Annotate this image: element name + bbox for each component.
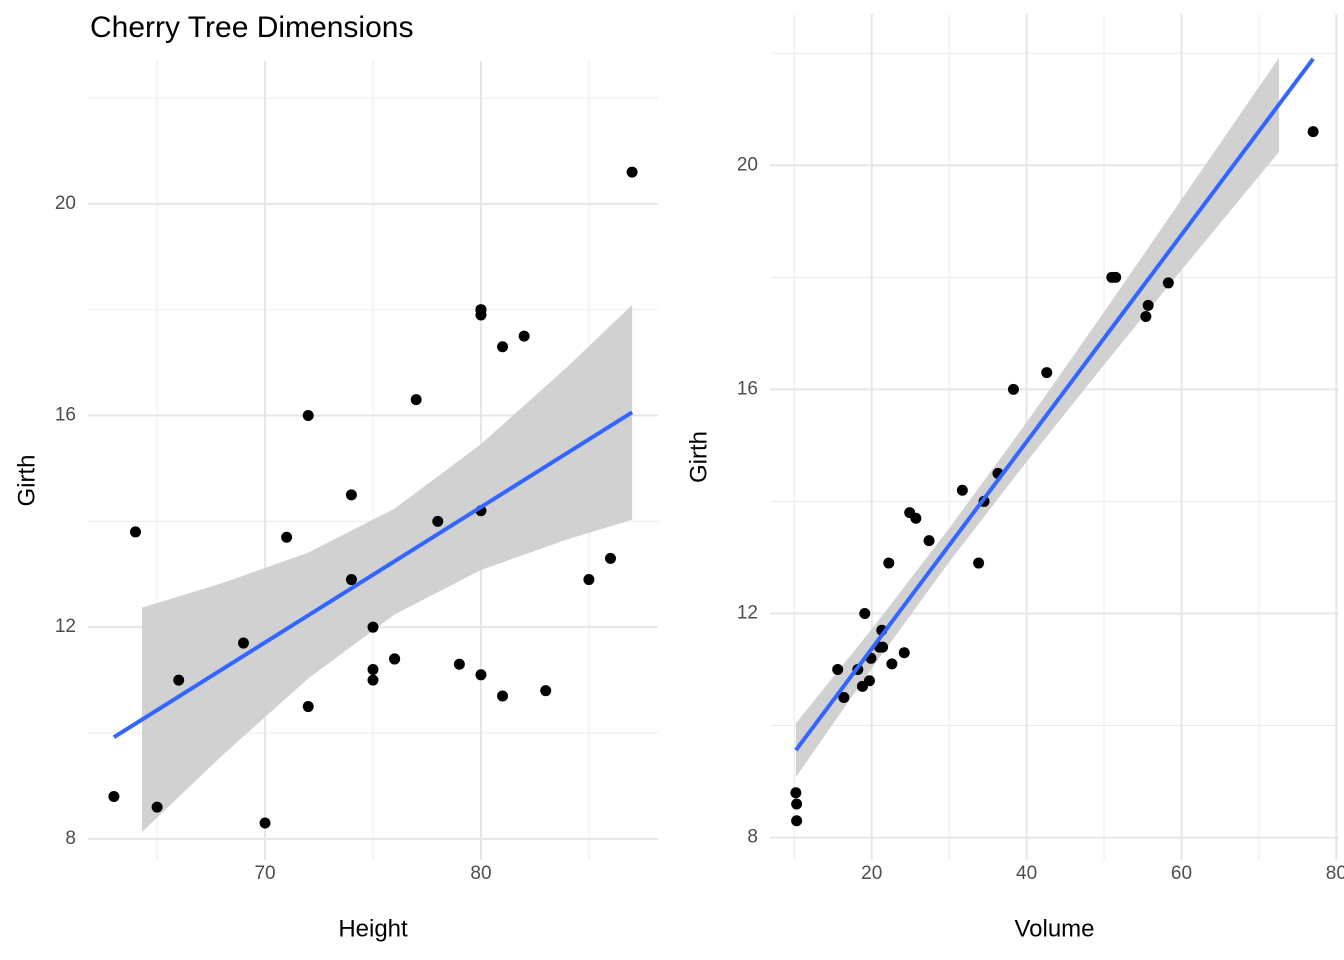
point bbox=[1307, 126, 1319, 138]
point bbox=[453, 658, 465, 670]
point bbox=[886, 658, 898, 670]
y-tick-label: 12 bbox=[55, 616, 76, 637]
point bbox=[898, 647, 910, 659]
fit-line bbox=[794, 57, 1315, 752]
point bbox=[1106, 271, 1118, 283]
y-tick-label: 16 bbox=[737, 378, 758, 399]
point bbox=[863, 675, 875, 687]
point bbox=[345, 574, 357, 586]
x-tick-label: 80 bbox=[470, 863, 491, 884]
point bbox=[367, 674, 379, 686]
chart-title: Cherry Tree Dimensions bbox=[90, 11, 413, 44]
point bbox=[1142, 299, 1154, 311]
point bbox=[1162, 277, 1174, 289]
point bbox=[367, 664, 379, 676]
point bbox=[151, 801, 163, 813]
x-axis-label: Volume bbox=[1014, 915, 1094, 942]
point bbox=[475, 304, 487, 316]
point bbox=[1007, 383, 1019, 395]
point bbox=[130, 526, 141, 538]
point bbox=[877, 641, 889, 653]
point bbox=[859, 607, 871, 619]
point bbox=[518, 330, 530, 342]
point bbox=[1041, 367, 1053, 379]
point bbox=[540, 685, 552, 697]
y-axis-label: Girth bbox=[13, 454, 40, 506]
point bbox=[838, 692, 850, 704]
point bbox=[791, 798, 803, 810]
point bbox=[791, 815, 803, 827]
point bbox=[583, 574, 595, 586]
y-axis-label: Girth bbox=[685, 431, 712, 483]
confidence-band bbox=[141, 304, 633, 832]
point bbox=[832, 664, 844, 676]
point bbox=[108, 791, 120, 803]
point bbox=[1140, 311, 1152, 323]
point bbox=[605, 552, 616, 564]
point bbox=[475, 669, 487, 681]
point bbox=[497, 341, 509, 353]
point bbox=[497, 690, 509, 702]
y-tick-label: 12 bbox=[737, 602, 758, 623]
point bbox=[904, 507, 916, 519]
y-tick-label: 20 bbox=[737, 154, 758, 175]
y-tick-label: 8 bbox=[65, 828, 76, 849]
point bbox=[302, 701, 314, 713]
point bbox=[973, 557, 985, 569]
point bbox=[432, 515, 444, 527]
point bbox=[410, 394, 422, 406]
point bbox=[259, 817, 271, 829]
y-tick-label: 8 bbox=[747, 827, 758, 848]
x-tick-label: 80 bbox=[1326, 863, 1344, 884]
confidence-band bbox=[795, 57, 1280, 778]
y-tick-label: 20 bbox=[55, 193, 76, 214]
point bbox=[345, 489, 357, 501]
point bbox=[173, 674, 185, 686]
y-tick-label: 16 bbox=[55, 405, 76, 426]
point bbox=[389, 653, 401, 665]
point bbox=[923, 535, 935, 547]
point bbox=[302, 410, 314, 422]
point bbox=[790, 787, 802, 799]
point bbox=[237, 637, 249, 649]
x-tick-label: 40 bbox=[1016, 863, 1037, 884]
point bbox=[626, 166, 638, 178]
fit-line bbox=[112, 410, 634, 739]
point bbox=[956, 484, 968, 496]
point bbox=[281, 531, 293, 543]
x-tick-label: 60 bbox=[1171, 863, 1192, 884]
x-axis-label: Height bbox=[338, 915, 408, 942]
point bbox=[883, 557, 895, 569]
point bbox=[367, 621, 379, 633]
x-tick-label: 20 bbox=[861, 863, 882, 884]
x-tick-label: 70 bbox=[254, 863, 275, 884]
